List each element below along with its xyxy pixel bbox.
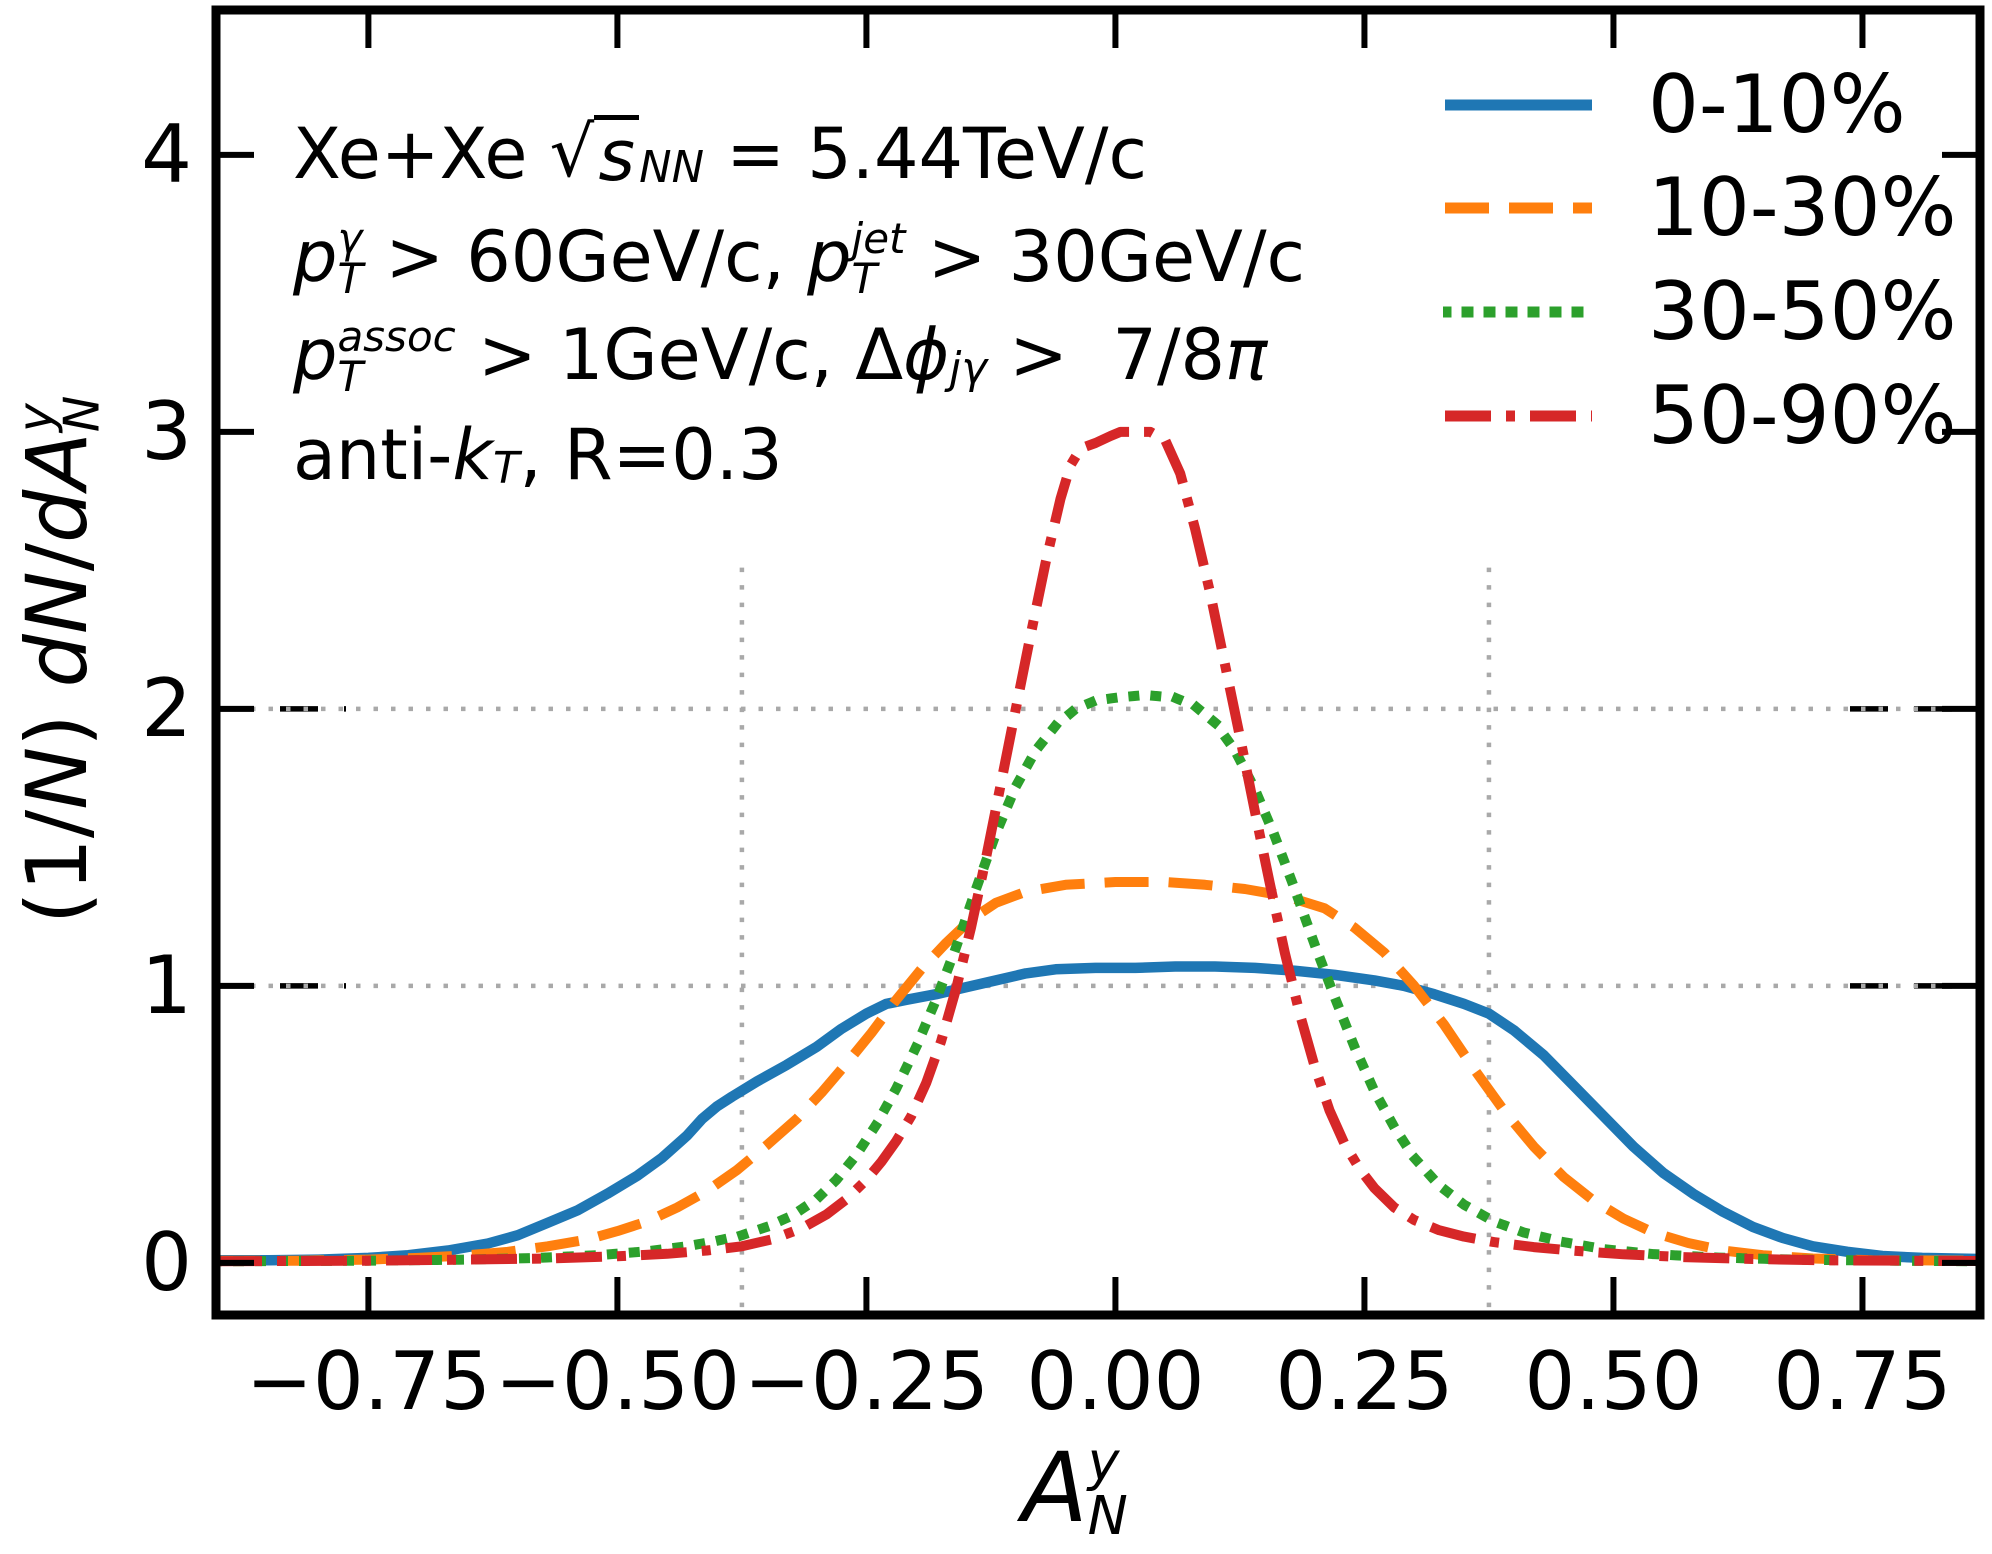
y-tick-label: 0	[141, 1215, 192, 1309]
y-tick-label: 2	[141, 661, 192, 755]
legend-line-sample	[1443, 306, 1594, 318]
math-supsub: jet T	[851, 214, 906, 304]
curve-30-50%	[216, 690, 1980, 1267]
math-sqrt: √ s	[550, 111, 640, 195]
annotation-line-1: Xe+Xe √ s NN = 5.44TeV/c	[293, 110, 1147, 197]
x-tick-label: −0.50	[494, 1335, 740, 1428]
x-tick-label: 0.50	[1524, 1335, 1703, 1428]
x-tick-label: −0.75	[245, 1335, 491, 1428]
x-tick-label: 0.75	[1773, 1335, 1952, 1428]
x-tick-label: 0.00	[1026, 1335, 1205, 1428]
legend-label: 10-30%	[1648, 161, 1957, 254]
x-tick-label: 0.25	[1275, 1335, 1454, 1428]
axes-spines	[211, 5, 1985, 1320]
annotation-line-4: anti-k T, R=0.3	[293, 414, 783, 496]
legend-entry-10-30%: 10-30%	[1443, 162, 1956, 254]
legend-line-sample	[1445, 202, 1592, 214]
curve-10-30%	[216, 877, 1980, 1266]
math-supsub: assoc T	[337, 312, 456, 402]
x-tick-label: −0.25	[743, 1335, 989, 1428]
legend-line-sample	[1445, 99, 1592, 111]
legend-label: 50-90%	[1648, 369, 1957, 462]
y-tick-label: 3	[141, 384, 192, 478]
curve-50-90%	[216, 426, 1980, 1267]
legend-label: 0-10%	[1648, 58, 1906, 151]
legend-entry-30-50%: 30-50%	[1443, 266, 1956, 358]
y-tick-label: 1	[141, 938, 192, 1032]
legend-entry-0-10%: 0-10%	[1443, 59, 1906, 151]
legend-label: 30-50%	[1648, 265, 1957, 358]
y-tick-label: 4	[141, 107, 192, 201]
legend-line-sample	[1445, 410, 1592, 422]
curve-0-10%	[216, 961, 1980, 1266]
y-axis-label: (1/N) dN / dA y N	[8, 395, 111, 925]
legend-entry-50-90%: 50-90%	[1443, 370, 1956, 462]
